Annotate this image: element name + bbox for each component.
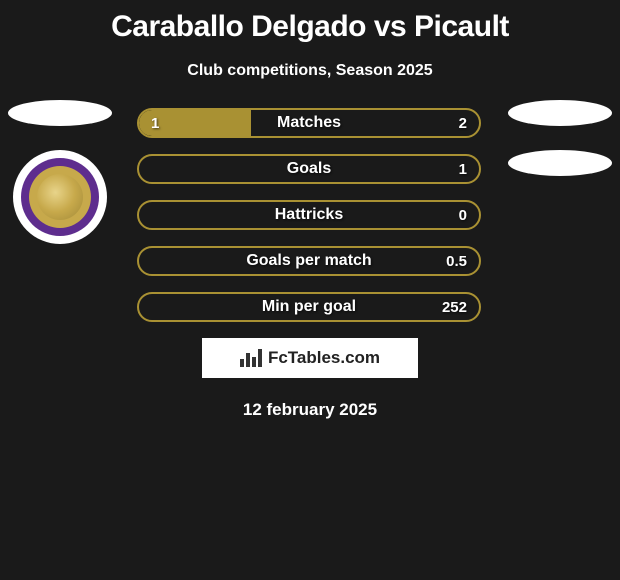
bar-chart-icon — [240, 349, 262, 367]
team-badge-left — [13, 150, 107, 244]
page-subtitle: Club competitions, Season 2025 — [0, 62, 620, 80]
stat-bar: Hattricks0 — [137, 200, 481, 230]
date-text: 12 february 2025 — [0, 400, 620, 420]
stat-label: Hattricks — [139, 206, 479, 224]
player-right-ellipse-2 — [508, 150, 612, 176]
source-logo-text: FcTables.com — [268, 348, 380, 368]
stat-label: Goals — [139, 160, 479, 178]
stat-label: Goals per match — [139, 252, 479, 270]
stat-label: Matches — [139, 114, 479, 132]
stat-value-right: 0 — [459, 207, 467, 224]
page-title: Caraballo Delgado vs Picault — [0, 0, 620, 44]
stat-bar: Goals1 — [137, 154, 481, 184]
team-badge-inner — [21, 158, 99, 236]
comparison-area: 1Matches2Goals1Hattricks0Goals per match… — [0, 108, 620, 420]
stat-value-right: 2 — [459, 115, 467, 132]
player-right-ellipse-1 — [508, 100, 612, 126]
player-right-column — [508, 100, 612, 200]
stat-bar: Min per goal252 — [137, 292, 481, 322]
stat-bar: 1Matches2 — [137, 108, 481, 138]
player-left-column — [8, 100, 112, 244]
player-left-ellipse — [8, 100, 112, 126]
stat-value-right: 0.5 — [446, 253, 467, 270]
stat-value-right: 1 — [459, 161, 467, 178]
lion-icon — [29, 166, 91, 228]
stat-label: Min per goal — [139, 298, 479, 316]
source-logo-box: FcTables.com — [202, 338, 418, 378]
stat-bars: 1Matches2Goals1Hattricks0Goals per match… — [137, 108, 481, 322]
stat-value-right: 252 — [442, 299, 467, 316]
stat-bar: Goals per match0.5 — [137, 246, 481, 276]
